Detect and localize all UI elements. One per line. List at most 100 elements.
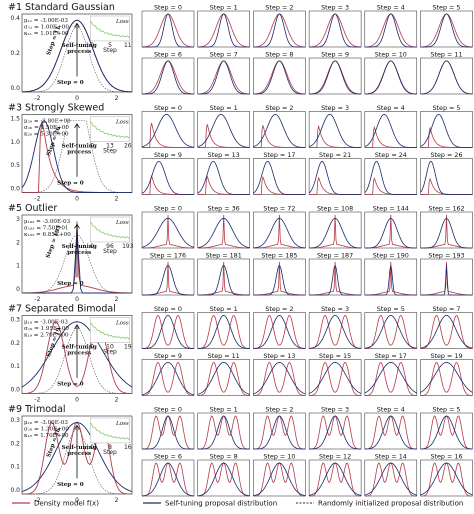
step-panel-title: Step = 9 [321,51,349,59]
step-panel-title: Step = 3 [321,104,349,112]
y-tick-label: 0.2 [10,340,20,347]
step-panel-frame [197,459,250,497]
proposal-curve-initial [22,428,132,495]
step-panel: Step = 7 [197,51,250,95]
x-tick-label: 2 [115,95,119,102]
density-curve [253,125,306,148]
proposal-curve [364,415,417,450]
step-panel-title: Step = 1 [210,305,238,313]
step-panel: Step = 181 [197,252,250,296]
step-panel-frame [141,57,195,95]
proposal-curve [309,13,362,48]
process-label: Self-tuning [62,344,97,350]
step-panel: Step = 9 [308,51,362,95]
y-tick-label: 0.0 [10,487,20,494]
loss-tick-label: 19 [124,343,132,350]
proposal-curve [197,462,250,497]
step-panel: Step = 4 [364,4,418,48]
density-curve [141,214,195,249]
step-panel-title: Step = 4 [377,4,405,12]
legend-label-density: Density model f(x) [34,500,99,508]
process-label: Self-tuning [62,143,97,149]
process-label: Self-tuning [62,43,97,49]
step-panel: Step = 8 [253,51,306,95]
proposal-curve [364,13,417,48]
fit-statistic: μ₁₉ = -3.00E-03 [24,320,68,326]
fit-statistic: κ₂₆ = 5.30E+00 [24,132,69,138]
step-panel-title: Step = 3 [321,305,349,313]
step-panel-title: Step = 8 [210,453,238,461]
y-tick-label: 3 [16,216,20,223]
x-tick-label: -2 [34,196,40,203]
density-curve [420,362,473,396]
loss-tick-label: 0 [90,243,94,250]
step-panel-title: Step = 8 [265,51,293,59]
density-curve [197,124,250,148]
density-curve [197,315,250,349]
density-curve [21,221,133,294]
fit-statistic: κ₁₉ = 2.70E+00 [24,333,69,339]
proposal-curve [197,361,250,395]
step-panel: Step = 0 [141,104,195,148]
y-tick-label: 0.1 [10,464,20,471]
proposal-curve [309,462,362,496]
fit-statistic: μ₁₁ = -3.00E-03 [24,18,68,24]
proposal-curve [364,314,417,349]
loss-tick-label: 11 [124,42,132,49]
step-panel: Step = 2 [253,4,306,48]
loss-tick-label: 193 [122,243,134,250]
process-arrow-head [74,223,80,229]
process-label: process [67,149,91,155]
y-tick-label: 1 [16,263,20,270]
step-panel-title: Step = 4 [377,104,405,112]
step-panel-title: Step = 13 [208,151,240,159]
y-tick-label: 0.1 [10,363,20,370]
section-title: #1 Standard Gaussian [8,2,115,13]
proposal-curve [364,60,417,95]
y-tick-label: 2 [16,239,20,246]
step-panel: Step = 36 [197,205,250,249]
step-panel-frame [420,57,473,95]
step-panel: Step = 9 [141,151,195,195]
proposal-curve [142,264,194,296]
step-panel: Step = 5 [420,4,473,48]
legend-label-random: Randomly initialized proposal distributi… [318,500,463,508]
step-panel-title: Step = 1 [210,4,238,12]
step-panel-title: Step = 11 [430,51,462,59]
loss-tick-label: 26 [124,142,132,149]
x-tick-label: 0 [75,497,79,504]
section-trimodal: #9 Trimodal 0.3 0.2 0.1 0.0 -2 0 2 Self-tuningpr… [8,404,473,504]
step-panel: Step = 0 [141,4,195,48]
legend-label-selftuning: Self-tuning proposal distribution [165,500,277,508]
step-panel: Step = 11 [420,51,473,95]
step-panel-title: Step = 0 [154,305,182,313]
x-tick-label: 0 [75,95,79,102]
step-panel-title: Step = 2 [265,4,293,12]
step-panel-title: Step = 72 [263,205,295,213]
y-tick-label: 1.5 [10,115,20,122]
y-tick-label: 0.0 [10,186,20,193]
step-panel: Step = 14 [364,453,418,497]
step-panel-title: Step = 17 [375,352,407,360]
step-panel-title: Step = 3 [321,4,349,12]
process-label: process [67,250,91,256]
step-panel-title: Step = 26 [430,151,462,159]
process-label: process [67,451,91,457]
process-arrow-head [74,123,80,129]
step-panel: Step = 1 [197,104,250,148]
density-curve [309,315,362,349]
step-panel: Step = 6 [141,453,195,497]
density-curve [364,315,417,349]
step-panel-frame [197,57,250,95]
step-panel: Step = 19 [420,352,473,396]
x-tick-label: 0 [75,397,79,404]
proposal-curve [420,217,473,249]
step-panel-title: Step = 12 [319,453,351,461]
proposal-curve [197,160,250,195]
x-tick-label: -2 [34,296,40,303]
step-panel-title: Step = 193 [428,252,464,260]
step-start-label: Step = 0 [57,482,84,488]
proposal-curve [197,13,250,48]
density-curve [364,362,417,396]
